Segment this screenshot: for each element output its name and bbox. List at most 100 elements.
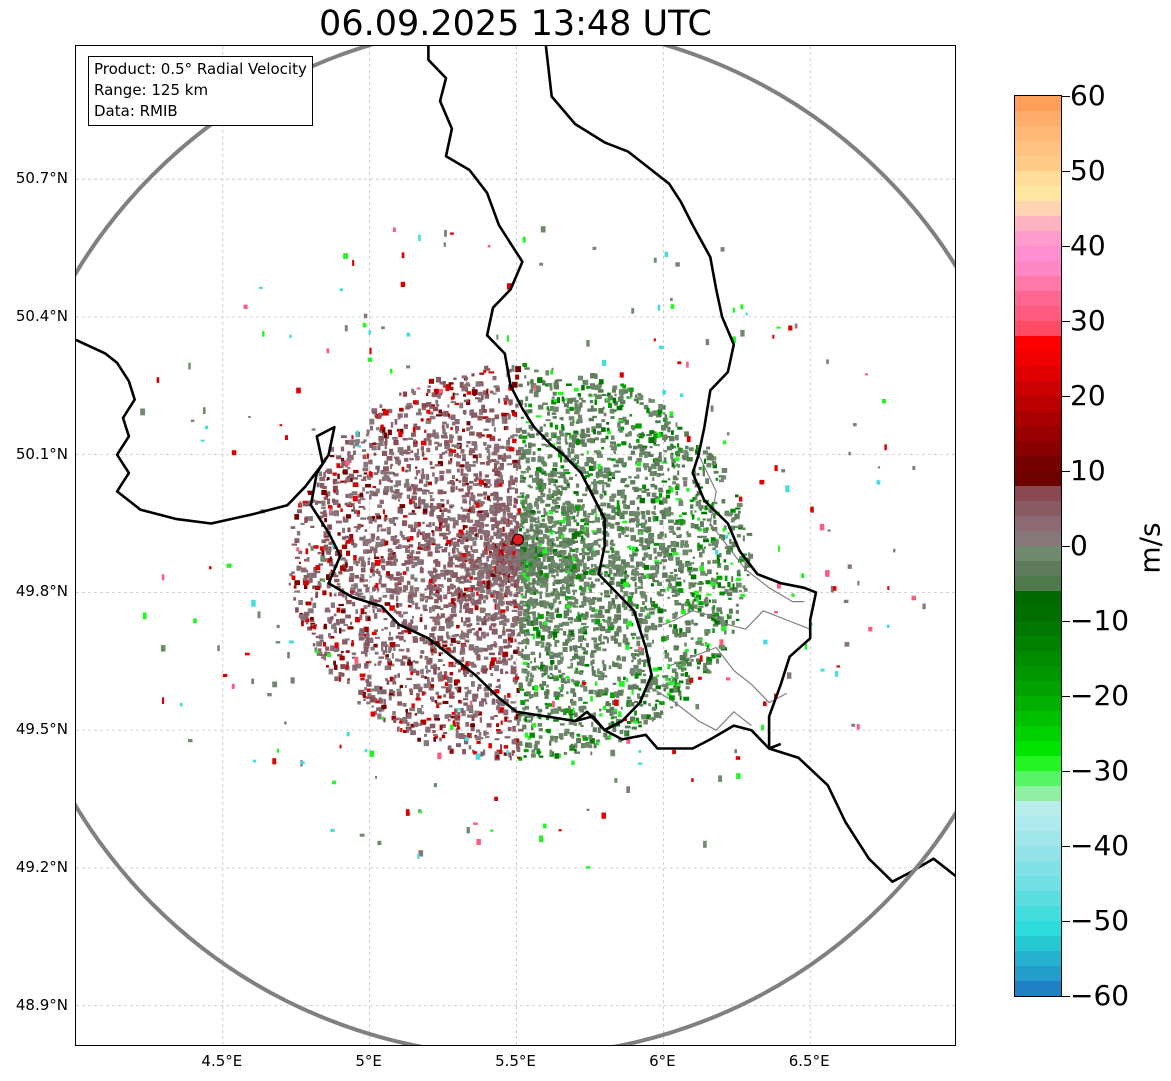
echo-pixel <box>585 519 590 523</box>
echo-pixel <box>601 660 605 665</box>
echo-pixel <box>569 516 574 520</box>
echo-pixel <box>568 508 571 511</box>
echo-pixel <box>351 584 355 587</box>
echo-pixel <box>386 571 389 575</box>
echo-pixel <box>405 709 408 713</box>
echo-pixel <box>379 697 382 702</box>
echo-pixel <box>363 584 368 587</box>
echo-pixel <box>434 464 441 467</box>
echo-pixel <box>671 668 677 673</box>
echo-pixel <box>666 586 670 592</box>
echo-pixel <box>617 457 624 463</box>
echo-pixel <box>459 381 464 388</box>
echo-pixel <box>712 463 717 469</box>
echo-pixel <box>598 572 603 576</box>
echo-pixel <box>464 644 467 648</box>
echo-pixel <box>491 542 495 545</box>
echo-pixel <box>592 727 597 733</box>
echo-pixel <box>401 563 407 566</box>
echo-pixel <box>456 547 459 552</box>
echo-pixel <box>551 524 556 528</box>
echo-pixel <box>729 545 734 548</box>
echo-pixel <box>539 539 545 544</box>
echo-pixel <box>683 579 686 583</box>
echo-pixel <box>636 521 639 524</box>
echo-pixel <box>593 627 596 632</box>
echo-pixel <box>350 591 355 595</box>
echo-pixel <box>344 638 350 641</box>
echo-pixel <box>557 659 561 665</box>
echo-pixel <box>696 490 702 496</box>
echo-pixel <box>343 624 349 627</box>
echo-pixel <box>423 740 429 747</box>
echo-pixel <box>476 741 481 745</box>
echo-pixel <box>535 531 540 536</box>
echo-pixel <box>500 579 505 583</box>
echo-pixel <box>602 618 606 621</box>
echo-pixel <box>530 379 534 384</box>
radar-map-panel[interactable] <box>75 45 956 1046</box>
echo-pixel <box>460 592 467 599</box>
echo-pixel <box>449 480 454 483</box>
echo-pixel <box>620 492 625 499</box>
echo-pixel <box>731 629 735 634</box>
echo-pixel <box>373 547 378 553</box>
echo-pixel <box>624 494 627 500</box>
echo-pixel <box>489 537 492 543</box>
echo-pixel <box>301 621 304 627</box>
echo-pixel <box>626 387 630 392</box>
echo-pixel <box>369 495 372 500</box>
echo-pixel <box>539 755 544 758</box>
echo-pixel <box>611 508 616 514</box>
echo-pixel <box>462 454 466 458</box>
echo-pixel <box>612 682 617 685</box>
echo-pixel <box>614 511 618 516</box>
echo-pixel <box>575 550 579 553</box>
echo-pixel <box>340 435 347 439</box>
echo-pixel <box>721 499 726 504</box>
echo-pixel <box>566 607 570 611</box>
echo-pixel <box>401 655 408 660</box>
echo-pixel <box>542 463 548 467</box>
echo-pixel <box>567 540 573 546</box>
echo-pixel <box>512 559 518 563</box>
echo-pixel <box>518 741 523 746</box>
echo-pixel <box>690 604 695 610</box>
echo-pixel <box>335 489 339 496</box>
echo-pixel <box>467 489 471 495</box>
echo-pixel <box>410 574 415 580</box>
echo-pixel <box>685 678 692 685</box>
echo-pixel <box>483 595 488 599</box>
echo-pixel <box>526 561 531 565</box>
echo-pixel <box>414 713 417 716</box>
echo-pixel <box>430 664 434 669</box>
echo-pixel <box>539 543 543 547</box>
echo-pixel <box>381 628 384 631</box>
echo-pixel <box>626 677 629 683</box>
echo-pixel <box>571 397 577 402</box>
echo-pixel <box>398 632 404 635</box>
echo-pixel <box>423 483 428 487</box>
echo-pixel <box>734 513 740 520</box>
echo-pixel <box>433 714 440 719</box>
echo-pixel <box>384 443 387 449</box>
echo-pixel <box>454 419 460 425</box>
echo-pixel <box>470 662 475 666</box>
echo-pixel <box>487 566 492 570</box>
echo-pixel <box>712 502 715 505</box>
echo-pixel <box>528 548 535 553</box>
echo-pixel <box>350 587 356 593</box>
echo-pixel <box>538 481 543 486</box>
echo-pixel <box>453 646 456 653</box>
echo-pixel <box>526 469 529 473</box>
echo-pixel <box>579 552 583 556</box>
echo-pixel <box>521 515 527 519</box>
echo-pixel <box>604 541 609 547</box>
radar-map-canvas[interactable] <box>76 46 956 1046</box>
echo-pixel <box>514 525 518 531</box>
echo-pixel <box>499 579 502 583</box>
echo-pixel <box>332 478 338 485</box>
echo-pixel <box>465 721 470 727</box>
echo-pixel <box>577 562 581 567</box>
echo-pixel <box>459 552 463 557</box>
